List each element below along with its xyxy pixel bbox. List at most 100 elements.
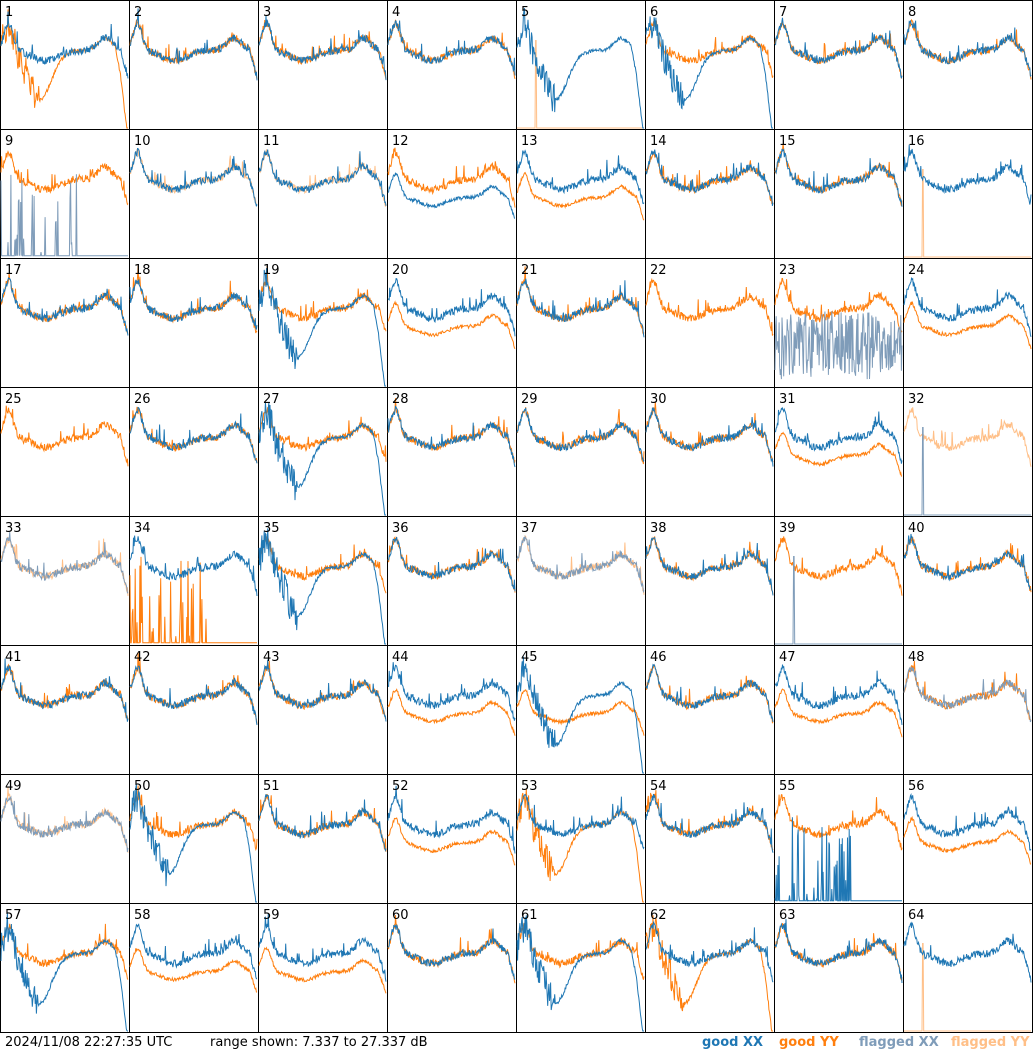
panel-43: 43	[258, 645, 388, 775]
panel-frame	[387, 0, 517, 130]
timestamp-label: 2024/11/08 22:27:35 UTC	[5, 1035, 173, 1050]
series-xx-line	[645, 663, 774, 722]
series-xx-line	[774, 311, 903, 380]
series-yy-line	[774, 143, 903, 207]
series-yy-line	[387, 817, 516, 866]
series-xx-line	[516, 8, 644, 129]
panel-11: 11	[258, 129, 388, 259]
panel-label: 34	[134, 521, 151, 536]
series-yy-line	[387, 536, 516, 593]
panel-label: 46	[650, 650, 667, 665]
series-xx-line	[516, 535, 645, 594]
panel-label: 15	[779, 134, 796, 149]
panel-54: 54	[645, 774, 775, 904]
panel-40: 40	[903, 516, 1033, 646]
panel-label: 20	[392, 263, 409, 278]
panel-26: 26	[129, 387, 259, 517]
panel-label: 38	[650, 521, 667, 536]
panel-23: 23	[774, 258, 904, 388]
panel-label: 62	[650, 908, 667, 923]
panel-label: 31	[779, 392, 796, 407]
series-xx-line	[387, 20, 516, 76]
series-xx-line	[903, 533, 1032, 591]
panel-42: 42	[129, 645, 259, 775]
series-xx-line	[774, 148, 903, 207]
series-yy-line	[258, 149, 387, 207]
panel-10: 10	[129, 129, 259, 259]
series-yy-line	[903, 301, 1032, 350]
panel-45: 45	[516, 645, 646, 775]
series-xx-line	[0, 174, 128, 257]
panel-label: 64	[908, 908, 925, 923]
panel-57: 57	[0, 903, 130, 1033]
series-xx-line	[775, 556, 902, 645]
panel-12: 12	[387, 129, 517, 259]
series-yy-line	[0, 150, 129, 206]
panel-label: 35	[263, 521, 280, 536]
panel-label: 8	[908, 5, 916, 20]
panel-label: 32	[908, 392, 925, 407]
series-xx-line	[516, 656, 644, 774]
series-xx-line	[774, 919, 903, 984]
panel-label: 53	[521, 779, 538, 794]
panel-50: 50	[129, 774, 259, 904]
series-xx-line	[516, 149, 645, 205]
series-xx-line	[258, 913, 387, 982]
series-yy-line	[387, 300, 516, 350]
series-xx-line	[258, 528, 386, 645]
panel-label: 58	[134, 908, 151, 923]
panel-44: 44	[387, 645, 517, 775]
panel-18: 18	[129, 258, 259, 388]
series-xx-line	[129, 665, 258, 726]
panel-label: 52	[392, 779, 409, 794]
panel-37: 37	[516, 516, 646, 646]
series-xx-line	[258, 794, 387, 852]
series-yy-line	[129, 948, 258, 993]
series-xx-line	[129, 8, 258, 81]
legend-flagged-xx: flagged XX	[859, 1035, 939, 1050]
panel-14: 14	[645, 129, 775, 259]
panel-48: 48	[903, 645, 1033, 775]
panel-label: 47	[779, 650, 796, 665]
panel-7: 7	[774, 0, 904, 130]
series-xx-line	[258, 402, 386, 516]
panel-56: 56	[903, 774, 1033, 904]
panel-frame	[774, 0, 904, 130]
series-yy-line	[387, 147, 516, 208]
panel-35: 35	[258, 516, 388, 646]
series-yy-line	[387, 688, 516, 736]
series-xx-line	[645, 407, 774, 467]
panel-31: 31	[774, 387, 904, 517]
panel-label: 45	[521, 650, 538, 665]
series-yy-line	[258, 946, 387, 994]
panel-label: 60	[392, 908, 409, 923]
panel-30: 30	[645, 387, 775, 517]
series-yy-line	[258, 660, 386, 719]
series-yy-line	[0, 405, 129, 467]
panel-label: 13	[521, 134, 538, 149]
series-yy-line	[645, 790, 774, 851]
panel-label: 7	[779, 5, 787, 20]
panel-1: 1	[0, 0, 130, 130]
range-label: range shown: 7.337 to 27.337 dB	[210, 1035, 428, 1050]
series-yy-line	[129, 148, 258, 207]
series-xx-line	[129, 147, 258, 207]
series-xx-line	[0, 795, 129, 852]
series-xx-line	[903, 666, 1032, 723]
panel-47: 47	[774, 645, 904, 775]
panel-6: 6	[645, 0, 775, 130]
panel-label: 26	[134, 392, 151, 407]
panel-label: 56	[908, 779, 925, 794]
panel-2: 2	[129, 0, 259, 130]
series-xx-line	[387, 785, 516, 854]
series-xx-line	[0, 532, 129, 594]
panel-label: 36	[392, 521, 409, 536]
series-xx-line	[903, 921, 1032, 983]
panel-21: 21	[516, 258, 646, 388]
series-xx-line	[903, 20, 1032, 77]
series-yy-line	[774, 794, 903, 851]
series-yy-line	[258, 535, 387, 594]
panel-label: 18	[134, 263, 151, 278]
series-xx-line	[258, 15, 387, 81]
